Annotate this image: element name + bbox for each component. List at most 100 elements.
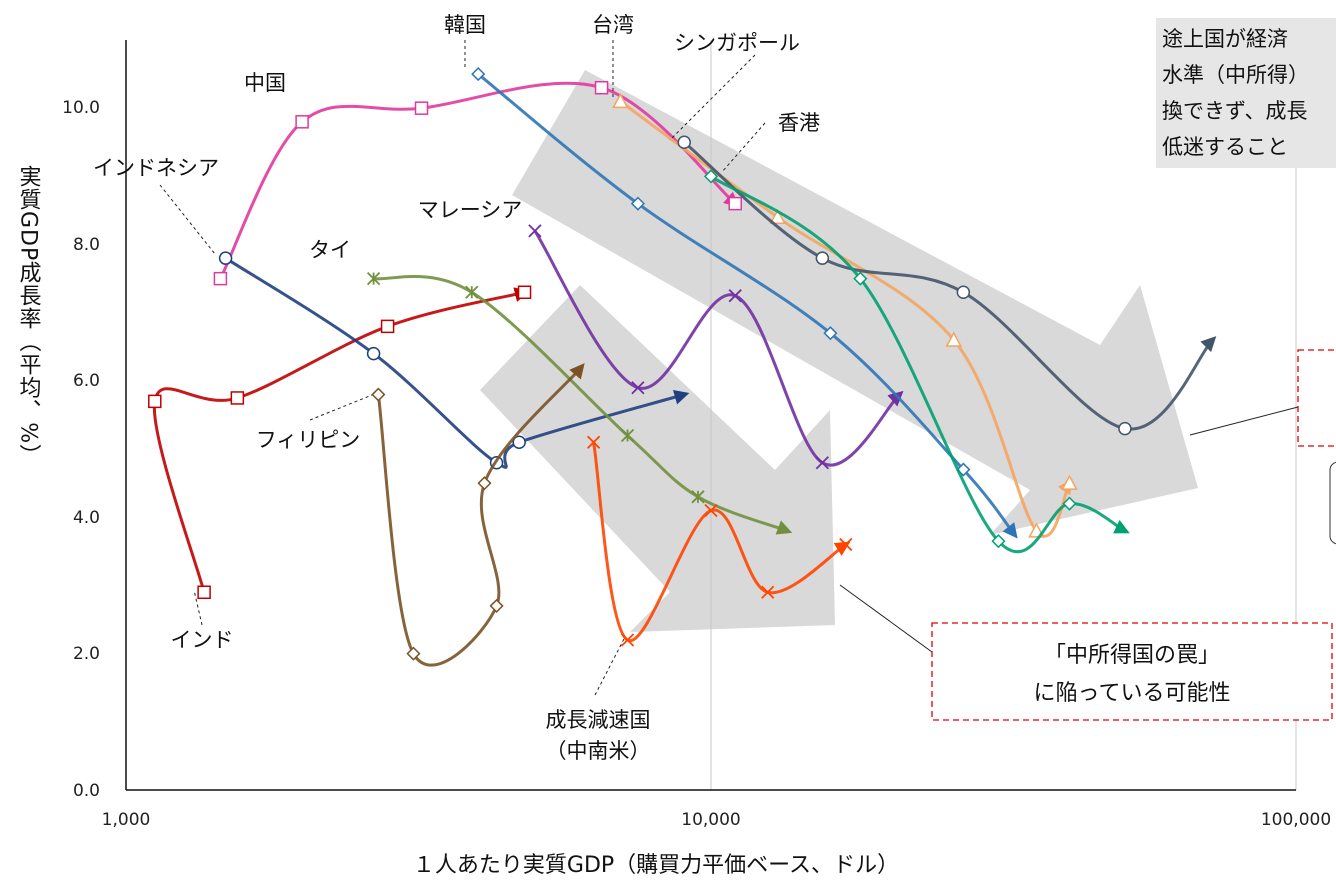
point-2-3	[512, 435, 526, 450]
leader-lines	[159, 40, 766, 696]
definition-box-bg	[1156, 18, 1336, 168]
point-10-2	[991, 534, 1006, 549]
point-9-0	[677, 135, 691, 150]
label-india: インド	[171, 628, 234, 652]
point-7-2	[823, 326, 838, 341]
point-3-1	[465, 285, 479, 299]
point-10-1	[853, 271, 868, 286]
point-7-1	[630, 196, 645, 211]
point-8-2	[945, 331, 963, 347]
label-latam-line2: （中南米）	[546, 739, 651, 763]
right-rounded-box	[1329, 461, 1336, 545]
series-line-7	[477, 72, 1018, 539]
point-7-0	[471, 67, 486, 82]
point-9-1	[815, 251, 830, 265]
definition-line-1: 途上国が経済	[1162, 27, 1288, 51]
series-line-6	[592, 442, 851, 642]
leader-latam	[594, 636, 626, 696]
point-0-0	[213, 271, 228, 286]
point-10-0	[703, 169, 719, 184]
point-8-1	[769, 208, 786, 225]
point-6-0	[586, 435, 601, 449]
x-tick-1: 10,000	[681, 810, 740, 830]
trap-line-1: 「中所得国の罠」	[1044, 643, 1220, 668]
definition-line-3: 換できず、成長	[1162, 99, 1308, 123]
point-3-3	[691, 490, 705, 504]
y-axis-title: 実質GDP成長率（平均、%）	[16, 165, 42, 467]
point-1-4	[517, 285, 532, 300]
series-1	[148, 285, 532, 600]
y-tick-2: 4.0	[73, 508, 100, 528]
y-tick-1: 2.0	[73, 644, 100, 664]
point-5-3	[815, 456, 829, 470]
label-china: 中国	[244, 71, 286, 95]
point-4-1	[406, 646, 421, 661]
leader-philippines	[309, 394, 373, 421]
point-4-2	[489, 598, 504, 613]
series-4	[371, 363, 585, 667]
trend-arrow-lower	[480, 285, 835, 632]
point-6-2	[704, 503, 718, 518]
point-6-3	[761, 585, 775, 599]
y-tick-5: 10.0	[62, 98, 100, 118]
leader-hongkong	[721, 122, 766, 173]
point-0-3	[594, 80, 609, 95]
series-labels: 韓国 台湾 シンガポール 香港 中国 インドネシア マレーシア タイ フィリピン…	[93, 13, 820, 763]
point-1-0	[197, 585, 211, 600]
x-axis-title: １人あたり実質GDP（購買力平価ベース、ドル）	[413, 853, 899, 878]
label-taiwan: 台湾	[592, 13, 634, 37]
point-8-0	[612, 92, 629, 109]
point-5-2	[728, 289, 742, 303]
point-0-1	[295, 115, 309, 129]
trend-arrow-upper	[512, 70, 1198, 535]
label-indonesia: インドネシア	[93, 156, 219, 180]
trap-box-frame	[931, 622, 1333, 721]
trap-box: 「中所得国の罠」 に陥っている可能性	[931, 622, 1333, 721]
series-line-4	[376, 363, 585, 667]
definition-line-2: 水準（中所得）	[1162, 63, 1309, 87]
series-9	[677, 135, 1217, 436]
point-1-3	[380, 319, 395, 334]
label-latam-line1: 成長減速国	[546, 708, 651, 732]
y-tick-0: 0.0	[73, 781, 100, 801]
series-5	[528, 224, 904, 470]
point-3-2	[620, 428, 635, 443]
trend-arrows	[480, 70, 1198, 632]
label-korea: 韓国	[444, 13, 486, 37]
point-9-2	[956, 285, 971, 300]
series-0	[213, 80, 742, 286]
label-thailand: タイ	[309, 238, 351, 262]
point-4-0	[371, 387, 386, 402]
y-tick-3: 6.0	[73, 371, 100, 391]
point-0-2	[414, 101, 429, 115]
label-singapore: シンガポール	[674, 31, 800, 55]
trap-line-2: に陥っている可能性	[1034, 681, 1231, 706]
point-1-2	[230, 391, 245, 405]
point-5-1	[631, 381, 645, 395]
point-0-4	[728, 196, 742, 211]
x-tick-2: 100,000	[1261, 810, 1331, 830]
point-8-4	[1061, 474, 1078, 490]
point-1-1	[148, 394, 162, 409]
point-4-3	[477, 476, 492, 491]
series-7	[471, 67, 1018, 539]
point-6-1	[620, 633, 635, 647]
label-philippines: フィリピン	[256, 428, 361, 452]
definition-box: 途上国が経済 水準（中所得） 換できず、成長 低迷すること	[1156, 18, 1336, 168]
definition-line-4: 低迷すること	[1162, 135, 1288, 159]
series-10	[703, 169, 1130, 554]
leader-right-box	[1189, 406, 1299, 436]
series-6	[586, 435, 853, 647]
x-tick-0: 1,000	[102, 810, 151, 830]
leader-indonesia	[159, 184, 216, 255]
point-2-0	[218, 251, 233, 265]
right-dashed-box	[1297, 349, 1336, 447]
point-9-3	[1118, 421, 1132, 436]
label-hongkong: 香港	[778, 111, 820, 135]
point-5-0	[528, 224, 542, 238]
point-3-0	[366, 271, 381, 286]
leader-singapore	[669, 54, 756, 141]
y-tick-4: 8.0	[73, 235, 100, 255]
point-2-1	[366, 346, 381, 361]
